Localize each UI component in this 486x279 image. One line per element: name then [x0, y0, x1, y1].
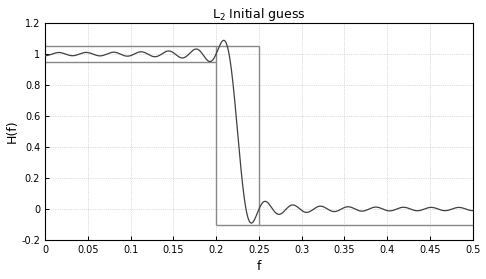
Title: L$_2$ Initial guess: L$_2$ Initial guess — [212, 6, 306, 23]
Y-axis label: H(f): H(f) — [5, 120, 18, 143]
X-axis label: f: f — [257, 260, 261, 273]
